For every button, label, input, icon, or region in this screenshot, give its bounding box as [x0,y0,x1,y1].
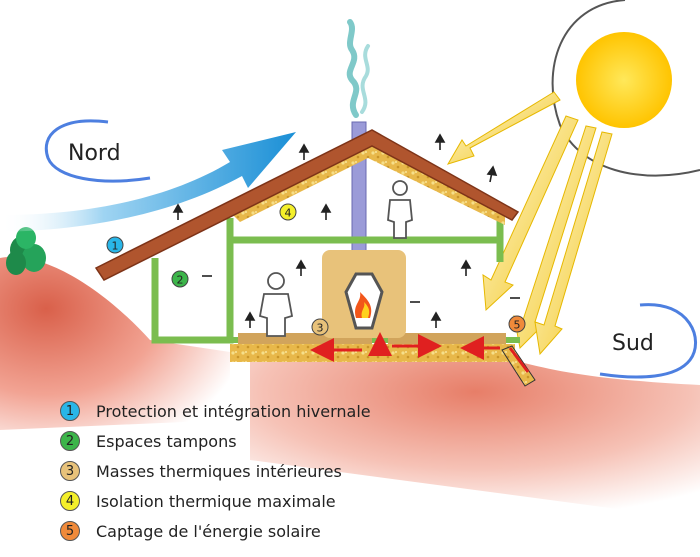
smoke-icon [346,19,360,118]
sun-icon [551,0,700,177]
marker-3: 3 [311,318,329,336]
legend-item: 5 Captage de l'énergie solaire [60,516,371,546]
legend-badge-1: 1 [60,401,80,421]
legend-badge-3: 3 [60,461,80,481]
attic-insulation [230,140,505,225]
tree-icon [6,227,46,275]
south-arc [599,303,697,379]
svg-text:4: 4 [285,207,292,220]
marker-2: 2 [171,270,189,288]
svg-text:2: 2 [177,274,184,287]
south-label: Sud [612,331,654,356]
ground-right [250,360,700,520]
ground-left [0,256,230,430]
legend-text: Isolation thermique maximale [96,491,336,511]
svg-text:3: 3 [317,322,324,335]
marker-4: 4 [279,203,297,221]
legend-badge-2: 2 [60,431,80,451]
svg-text:5: 5 [514,319,521,332]
legend-item: 2 Espaces tampons [60,426,371,456]
legend-item: 3 Masses thermiques intérieures [60,456,371,486]
thermal-mass-right [388,333,506,344]
svg-text:1: 1 [112,240,119,253]
north-arc [44,119,151,183]
solar-rays [446,91,613,356]
thermal-mass-left [238,333,372,344]
marker-1: 1 [106,236,124,254]
heat-flow-arrows [310,332,530,373]
person-icon-attic [387,180,413,239]
legend-badge-4: 4 [60,491,80,511]
legend-text: Masses thermiques intérieures [96,461,342,481]
marker-5: 5 [508,315,526,333]
legend-text: Protection et intégration hivernale [96,401,371,421]
stove-icon [322,250,406,338]
legend-text: Captage de l'énergie solaire [96,521,321,541]
legend-text: Espaces tampons [96,431,237,451]
legend-item: 4 Isolation thermique maximale [60,486,371,516]
legend-item: 1 Protection et intégration hivernale [60,396,371,426]
roof [94,129,520,281]
legend-badge-5: 5 [60,521,80,541]
north-label: Nord [68,141,121,166]
wind-arrow-icon [0,132,296,232]
legend: 1 Protection et intégration hivernale 2 … [60,396,371,546]
person-icon-living [258,272,294,337]
small-heat-arrows [172,133,520,328]
